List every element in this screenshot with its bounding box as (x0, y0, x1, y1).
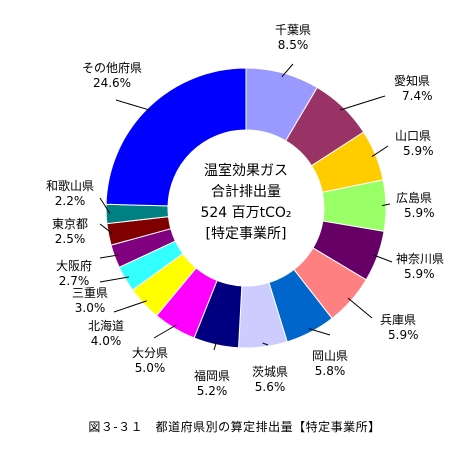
leader-line-8 (262, 342, 269, 346)
leader-line-12 (99, 276, 129, 283)
chart-caption: 図３-３１ 都道府県別の算定排出量【特定事業所】 (88, 420, 381, 434)
leader-line-10 (153, 324, 177, 339)
slice-value-label-6: 5.9% (388, 328, 419, 342)
slice-value-label-16: 24.6% (93, 76, 131, 90)
leader-line-2 (340, 95, 386, 111)
center-text-line-4: [特定事業所] (206, 226, 287, 242)
slice-name-9: 福岡県 (194, 368, 230, 383)
slice-value-label-2: 7.4% (402, 89, 433, 103)
leader-line-3 (371, 145, 389, 158)
slice-name-13: 大阪府 (56, 258, 92, 273)
slice-name-15: 和歌山県 (46, 178, 94, 193)
slice-value-label-15: 2.2% (55, 194, 86, 208)
slice-name-7: 岡山県 (312, 349, 348, 363)
slice-value-label-5: 5.9% (404, 267, 435, 281)
slice-value-label-8: 5.6% (255, 380, 286, 394)
slice-name-2: 愛知県 (394, 74, 430, 88)
slice-value-label-7: 5.8% (315, 364, 346, 378)
slice-name-16: その他府県 (82, 60, 142, 75)
slice-value-label-11: 4.0% (91, 334, 122, 348)
slice-value-label-3: 5.9% (403, 144, 434, 158)
leader-line-13 (99, 254, 119, 259)
slice-16 (105, 67, 247, 207)
slice-name-5: 神奈川県 (396, 252, 444, 266)
slice-name-8: 茨城県 (252, 365, 288, 379)
slice-name-3: 山口県 (395, 129, 431, 143)
slice-name-6: 兵庫県 (380, 313, 416, 327)
slice-value-label-13: 2.7% (59, 274, 90, 288)
center-text-line-1: 温室効果ガス (204, 162, 288, 179)
slice-name-10: 大分県 (132, 346, 168, 360)
leader-line-9 (213, 340, 218, 351)
slice-value-label-10: 5.0% (135, 361, 166, 375)
slice-name-11: 北海道 (88, 318, 124, 333)
slice-value-label-1: 8.5% (278, 38, 309, 52)
leader-line-4 (381, 203, 391, 207)
slice-value-label-12: 3.0% (75, 301, 106, 315)
slice-name-1: 千葉県 (275, 23, 311, 37)
leader-line-1 (281, 63, 294, 78)
center-text-line-3: 524 百万tCO₂ (200, 205, 291, 221)
leader-line-6 (347, 297, 373, 319)
leader-line-16 (115, 99, 152, 112)
slice-value-label-4: 5.9% (404, 206, 435, 220)
leader-line-5 (373, 254, 393, 263)
slice-name-4: 広島県 (396, 190, 432, 205)
leader-line-14 (99, 223, 113, 235)
center-text-line-2: 合計排出量 (211, 184, 281, 200)
slice-value-label-9: 5.2% (197, 384, 228, 398)
slice-name-14: 東京都 (52, 217, 88, 231)
leader-line-11 (113, 300, 147, 313)
leader-line-7 (308, 328, 331, 336)
slice-name-12: 三重県 (72, 286, 108, 300)
leader-line-15 (99, 197, 111, 215)
slice-value-label-14: 2.5% (55, 232, 86, 246)
